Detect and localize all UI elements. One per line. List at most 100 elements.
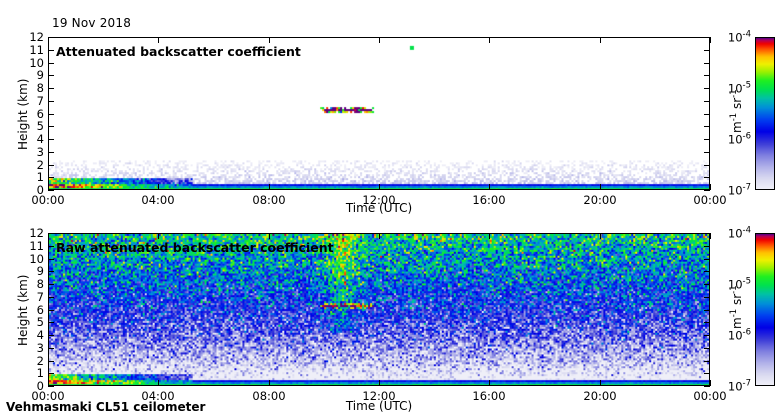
cbar-ticklabel-0-3: 10-7 bbox=[727, 182, 751, 198]
xtick-bottom-1-6 bbox=[710, 380, 711, 386]
xticklabel-1-2: 08:00 bbox=[252, 389, 286, 403]
xticklabel-1-5: 20:00 bbox=[583, 389, 617, 403]
xtick-1-0 bbox=[48, 233, 49, 239]
xtick-0-2 bbox=[269, 37, 270, 43]
ytick-1-11 bbox=[48, 246, 54, 247]
xtick-1-4 bbox=[489, 233, 490, 239]
xtick-1-5 bbox=[600, 233, 601, 239]
xticklabel-1-6: 00:00 bbox=[693, 389, 727, 403]
ytick-right-0-4 bbox=[704, 139, 710, 140]
ytick-right-0-9 bbox=[704, 75, 710, 76]
ytick-1-1 bbox=[48, 373, 54, 374]
ytick-1-7 bbox=[48, 297, 54, 298]
xaxis-title-bottom: Time (UTC) bbox=[345, 399, 413, 413]
xaxis-title-top: Time (UTC) bbox=[345, 201, 413, 215]
panel-title-attenuated: Attenuated backscatter coefficient bbox=[56, 44, 301, 59]
cbar-ticklabel-1-2: 10-6 bbox=[727, 327, 751, 343]
ytick-0-9 bbox=[48, 75, 54, 76]
colorbar-bottom[interactable] bbox=[755, 233, 775, 386]
plot-attenuated-backscatter[interactable] bbox=[48, 37, 710, 190]
xtick-bottom-1-2 bbox=[269, 380, 270, 386]
xtick-0-3 bbox=[379, 37, 380, 43]
colorbar-gradient-bottom bbox=[756, 234, 774, 385]
ytick-right-0-3 bbox=[704, 152, 710, 153]
yticklabel-1-5: 5 bbox=[36, 315, 44, 329]
xticklabel-0-1: 04:00 bbox=[141, 193, 175, 207]
xtick-bottom-0-5 bbox=[600, 184, 601, 190]
ytick-0-1 bbox=[48, 177, 54, 178]
colorbar-title-bottom: m-1 sr-1 bbox=[729, 285, 744, 329]
yticklabel-1-10: 10 bbox=[29, 252, 44, 266]
ytick-right-1-7 bbox=[704, 297, 710, 298]
ytick-1-0 bbox=[48, 386, 54, 387]
plot-raw-attenuated-backscatter[interactable] bbox=[48, 233, 710, 386]
ytick-1-4 bbox=[48, 335, 54, 336]
yticklabel-1-8: 8 bbox=[36, 277, 44, 291]
xticklabel-1-0: 00:00 bbox=[31, 389, 65, 403]
yticklabel-0-10: 10 bbox=[29, 56, 44, 70]
ytick-right-0-11 bbox=[704, 50, 710, 51]
xtick-bottom-0-0 bbox=[48, 184, 49, 190]
ytick-right-0-12 bbox=[704, 37, 710, 38]
xticklabel-1-3: 12:00 bbox=[362, 389, 396, 403]
yticklabel-1-4: 4 bbox=[36, 328, 44, 342]
yticklabel-0-11: 11 bbox=[29, 43, 44, 57]
xtick-1-3 bbox=[379, 233, 380, 239]
xtick-1-1 bbox=[158, 233, 159, 239]
ytick-right-1-11 bbox=[704, 246, 710, 247]
ytick-1-5 bbox=[48, 322, 54, 323]
xtick-bottom-0-4 bbox=[489, 184, 490, 190]
ytick-right-0-0 bbox=[704, 190, 710, 191]
colorbar-title-top: m-1 sr-1 bbox=[729, 89, 744, 133]
cbar-ticklabel-1-0: 10-4 bbox=[727, 225, 751, 241]
ytick-1-12 bbox=[48, 233, 54, 234]
ytick-right-1-5 bbox=[704, 322, 710, 323]
xtick-0-1 bbox=[158, 37, 159, 43]
xtick-0-0 bbox=[48, 37, 49, 43]
ytick-0-0 bbox=[48, 190, 54, 191]
ytick-right-0-2 bbox=[704, 165, 710, 166]
xtick-bottom-0-1 bbox=[158, 184, 159, 190]
yticklabel-0-5: 5 bbox=[36, 119, 44, 133]
xticklabel-0-5: 20:00 bbox=[583, 193, 617, 207]
ytick-right-1-6 bbox=[704, 310, 710, 311]
yticklabel-0-3: 3 bbox=[36, 145, 44, 159]
cbar-ticklabel-0-0: 10-4 bbox=[727, 29, 751, 45]
xtick-bottom-1-4 bbox=[489, 380, 490, 386]
ytick-0-7 bbox=[48, 101, 54, 102]
xtick-0-6 bbox=[710, 37, 711, 43]
xticklabel-0-3: 12:00 bbox=[362, 193, 396, 207]
ytick-right-1-3 bbox=[704, 348, 710, 349]
ytick-right-1-0 bbox=[704, 386, 710, 387]
ytick-1-8 bbox=[48, 284, 54, 285]
ytick-0-12 bbox=[48, 37, 54, 38]
ytick-0-3 bbox=[48, 152, 54, 153]
ytick-right-1-8 bbox=[704, 284, 710, 285]
xtick-bottom-1-0 bbox=[48, 380, 49, 386]
xtick-bottom-1-5 bbox=[600, 380, 601, 386]
yticklabel-0-2: 2 bbox=[36, 158, 44, 172]
yticklabel-0-7: 7 bbox=[36, 94, 44, 108]
ytick-0-11 bbox=[48, 50, 54, 51]
ytick-0-5 bbox=[48, 126, 54, 127]
colorbar-top[interactable] bbox=[755, 37, 775, 190]
yticklabel-1-6: 6 bbox=[36, 303, 44, 317]
ytick-right-0-6 bbox=[704, 114, 710, 115]
cbar-ticklabel-0-2: 10-6 bbox=[727, 131, 751, 147]
yticklabel-0-12: 12 bbox=[29, 30, 44, 44]
xticklabel-1-4: 16:00 bbox=[472, 389, 506, 403]
xticklabel-0-0: 00:00 bbox=[31, 193, 65, 207]
yticklabel-0-1: 1 bbox=[36, 170, 44, 184]
yticklabel-0-4: 4 bbox=[36, 132, 44, 146]
yticklabel-0-0: 0 bbox=[36, 183, 44, 197]
ytick-right-0-1 bbox=[704, 177, 710, 178]
xtick-1-6 bbox=[710, 233, 711, 239]
colorbar-gradient-top bbox=[756, 38, 774, 189]
panel-title-raw: Raw attenuated backscatter coefficient bbox=[56, 240, 334, 255]
ytick-right-1-12 bbox=[704, 233, 710, 234]
yticklabel-1-0: 0 bbox=[36, 379, 44, 393]
ytick-right-0-5 bbox=[704, 126, 710, 127]
xtick-0-5 bbox=[600, 37, 601, 43]
heatmap-canvas-attenuated bbox=[49, 38, 709, 189]
heatmap-canvas-raw bbox=[49, 234, 709, 385]
